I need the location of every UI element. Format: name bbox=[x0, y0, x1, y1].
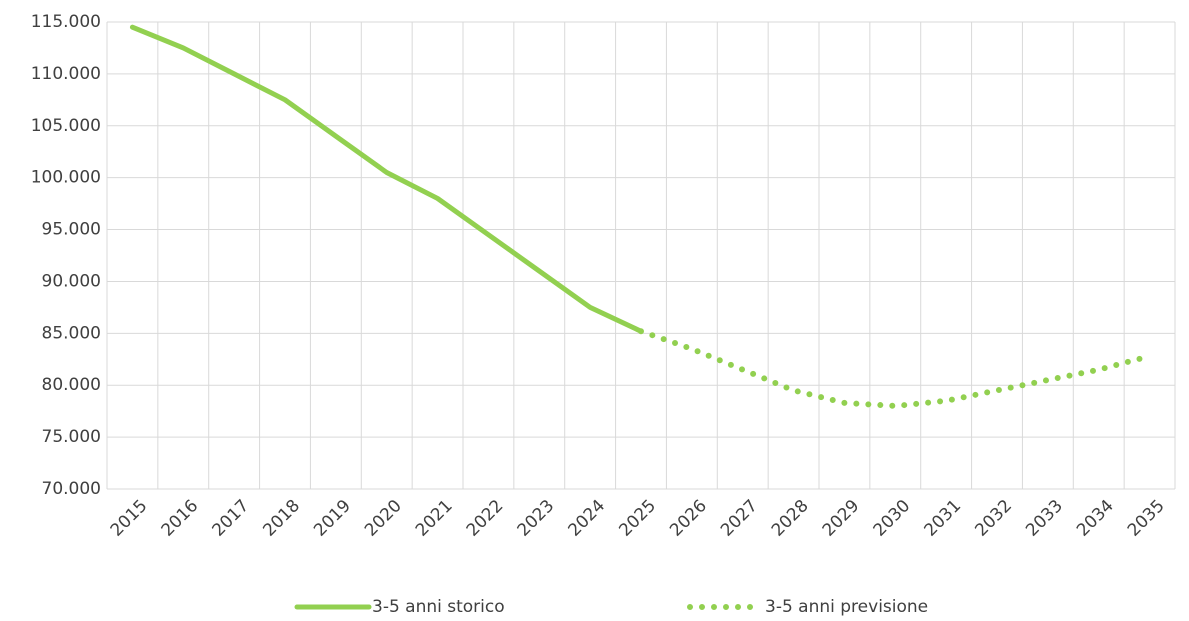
x-tick-label: 2028 bbox=[768, 496, 813, 541]
legend-label: 3-5 anni storico bbox=[372, 597, 505, 617]
y-tick-label: 70.000 bbox=[42, 479, 101, 499]
x-tick-label: 2026 bbox=[666, 496, 711, 541]
x-tick-label: 2032 bbox=[971, 496, 1016, 541]
y-tick-label: 95.000 bbox=[42, 220, 101, 240]
x-tick-label: 2020 bbox=[361, 496, 406, 541]
y-tick-label: 75.000 bbox=[42, 427, 101, 447]
x-tick-label: 2034 bbox=[1073, 496, 1118, 541]
x-tick-label: 2024 bbox=[564, 496, 609, 541]
x-tick-label: 2017 bbox=[208, 496, 253, 541]
series-line bbox=[129, 24, 644, 334]
x-tick-label: 2023 bbox=[514, 496, 559, 541]
x-tick-label: 2021 bbox=[412, 496, 457, 541]
legend-label: 3-5 anni previsione bbox=[765, 597, 928, 617]
x-tick-label: 2022 bbox=[463, 496, 508, 541]
y-tick-label: 100.000 bbox=[31, 168, 101, 188]
x-tick-label: 2019 bbox=[310, 496, 355, 541]
y-tick-label: 85.000 bbox=[42, 323, 101, 343]
x-tick-label: 2018 bbox=[259, 496, 304, 541]
x-tick-label: 2016 bbox=[158, 496, 203, 541]
y-tick-label: 105.000 bbox=[31, 116, 101, 136]
y-tick-label: 110.000 bbox=[31, 64, 101, 84]
y-tick-label: 90.000 bbox=[42, 271, 101, 291]
x-tick-label: 2029 bbox=[819, 496, 864, 541]
x-tick-label: 2015 bbox=[107, 496, 152, 541]
y-tick-label: 115.000 bbox=[31, 12, 101, 32]
x-tick-label: 2025 bbox=[615, 496, 660, 541]
x-tick-label: 2033 bbox=[1022, 496, 1067, 541]
x-tick-label: 2030 bbox=[870, 496, 915, 541]
y-tick-label: 80.000 bbox=[42, 375, 101, 395]
x-tick-label: 2035 bbox=[1124, 496, 1169, 541]
x-tick-label: 2027 bbox=[717, 496, 762, 541]
x-tick-label: 2031 bbox=[920, 496, 965, 541]
